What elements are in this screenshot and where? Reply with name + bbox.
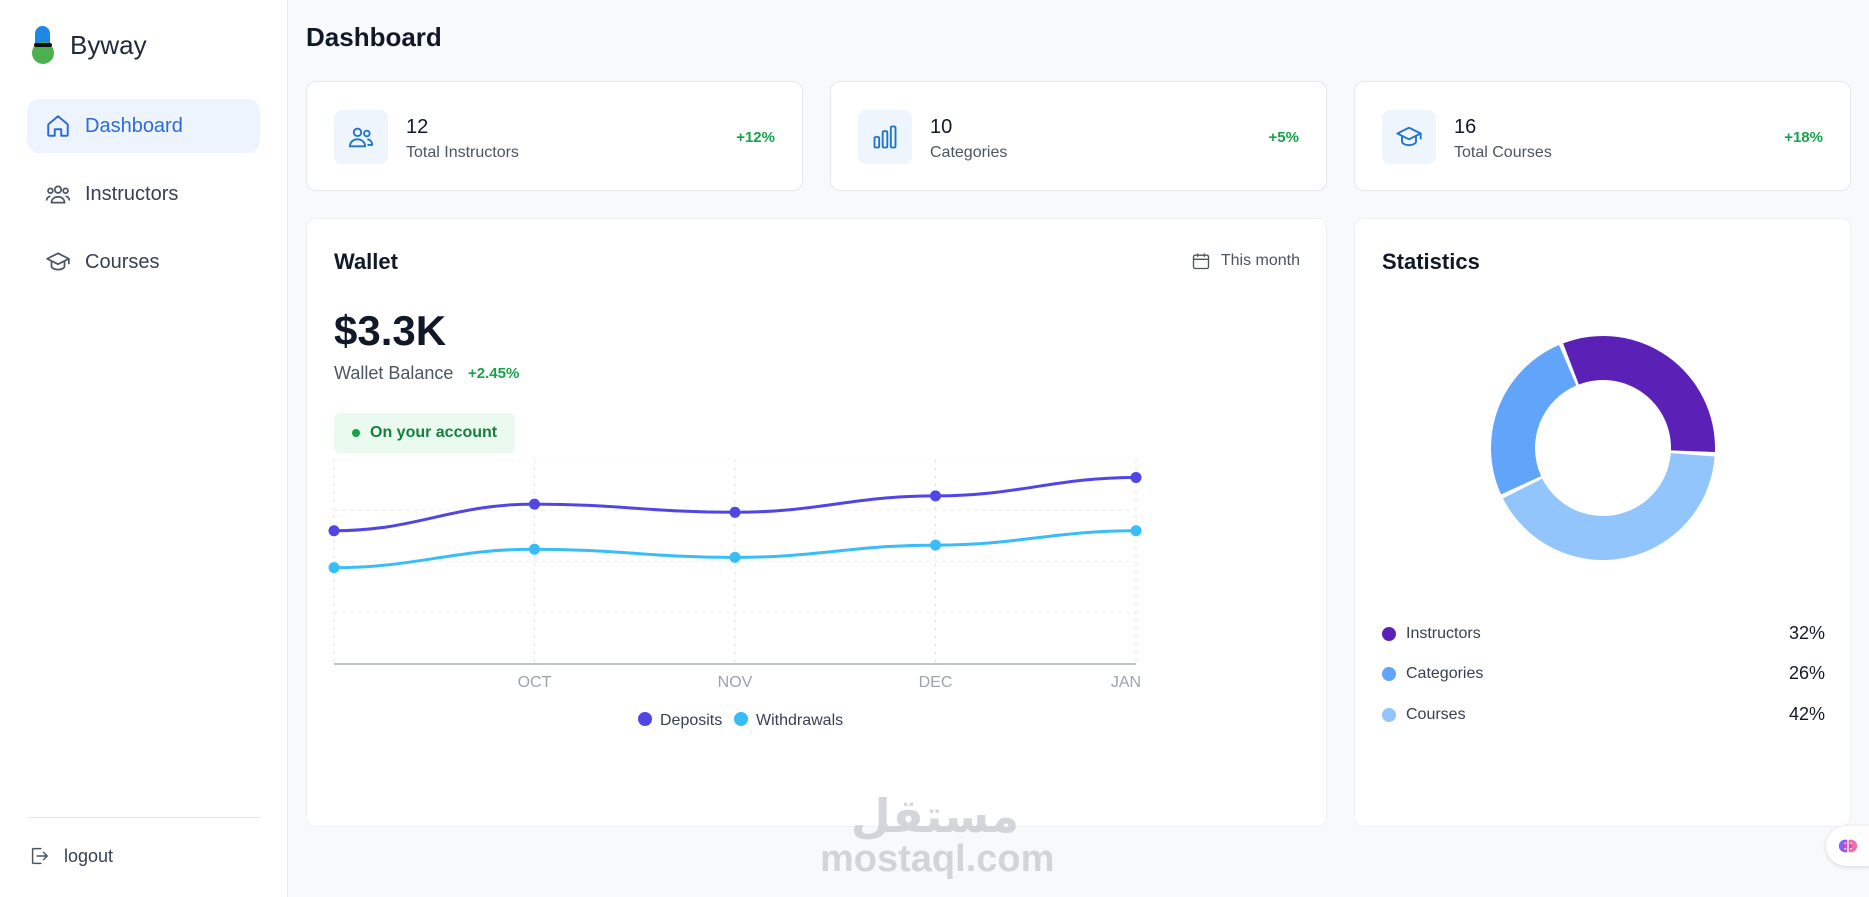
donut-slice-instructors[interactable] bbox=[1563, 336, 1715, 453]
graduation-cap-icon bbox=[46, 252, 70, 271]
data-point-deposits[interactable] bbox=[529, 498, 540, 510]
x-tick-label: OCT bbox=[518, 674, 552, 691]
page-title: Dashboard bbox=[306, 22, 442, 52]
statistics-title: Statistics bbox=[1382, 249, 1480, 274]
legend-percent: 42% bbox=[1788, 704, 1825, 724]
data-point-withdrawals[interactable] bbox=[1130, 525, 1142, 537]
x-tick-label: JAN bbox=[1111, 674, 1141, 691]
legend-swatch bbox=[1382, 626, 1396, 641]
sidebar-item-instructors[interactable]: Instructors bbox=[27, 167, 260, 221]
legend-label: Instructors bbox=[1406, 624, 1481, 642]
stat-change: +12% bbox=[736, 129, 775, 146]
wallet-line-chart: OCT NOV DEC JAN Deposits Withdrawals bbox=[328, 459, 1142, 729]
stat-change: +5% bbox=[1268, 129, 1299, 146]
donut-slice-courses[interactable] bbox=[1502, 453, 1715, 561]
stat-value: 10 bbox=[930, 116, 953, 138]
data-point-deposits[interactable] bbox=[729, 506, 741, 518]
data-point-deposits[interactable] bbox=[1130, 471, 1142, 483]
legend-percent: 32% bbox=[1788, 623, 1825, 643]
legend-item-courses: Courses 42% bbox=[1382, 704, 1825, 725]
legend-swatch bbox=[734, 712, 748, 726]
sidebar-item-courses[interactable]: Courses bbox=[27, 235, 260, 289]
stat-value: 16 bbox=[1454, 116, 1477, 138]
sidebar-nav: Dashboard Instructors Courses bbox=[27, 99, 260, 303]
watermark: مستقل mostaql.com bbox=[820, 789, 1055, 880]
users-icon bbox=[45, 185, 71, 204]
x-tick-label: NOV bbox=[718, 674, 753, 691]
app-name: Byway bbox=[70, 29, 147, 60]
account-badge-label: On your account bbox=[370, 424, 498, 441]
stat-label: Total Courses bbox=[1454, 144, 1552, 161]
bar-chart-icon bbox=[873, 125, 897, 149]
legend-swatch bbox=[1382, 666, 1396, 681]
data-point-deposits[interactable] bbox=[328, 525, 340, 537]
data-point-deposits[interactable] bbox=[930, 490, 941, 502]
statistics-donut-chart bbox=[1491, 336, 1715, 561]
data-point-withdrawals[interactable] bbox=[930, 539, 941, 551]
wallet-balance-label: Wallet Balance bbox=[334, 363, 454, 383]
stat-icon-box bbox=[334, 110, 388, 164]
home-icon bbox=[47, 115, 69, 137]
data-point-withdrawals[interactable] bbox=[328, 562, 340, 574]
watermark-latin: mostaql.com bbox=[820, 838, 1055, 880]
legend-swatch bbox=[1382, 707, 1396, 722]
stat-card-categories[interactable]: 10 Categories +5% bbox=[830, 81, 1327, 191]
stat-card-courses[interactable]: 16 Total Courses +18% bbox=[1354, 81, 1851, 191]
data-point-withdrawals[interactable] bbox=[529, 543, 540, 555]
statistics-card: Statistics Instructors 32% Categories 26… bbox=[1354, 218, 1851, 827]
donut-slice-categories[interactable] bbox=[1491, 345, 1577, 495]
stat-card-instructors[interactable]: 12 Total Instructors +12% bbox=[306, 81, 803, 191]
byway-logo-icon bbox=[32, 26, 56, 64]
stat-value: 12 bbox=[406, 116, 429, 138]
stat-change: +18% bbox=[1784, 129, 1823, 146]
period-label: This month bbox=[1220, 252, 1300, 269]
legend-item-instructors: Instructors 32% bbox=[1382, 623, 1825, 644]
users-icon bbox=[348, 127, 374, 148]
app-logo[interactable]: Byway bbox=[32, 26, 147, 64]
legend-swatch bbox=[638, 712, 652, 726]
stat-label: Categories bbox=[930, 144, 1008, 161]
graduation-cap-icon bbox=[1396, 126, 1422, 147]
sidebar-item-label: Instructors bbox=[85, 182, 179, 205]
assistant-button[interactable] bbox=[1826, 826, 1869, 866]
period-selector[interactable]: This month bbox=[1191, 251, 1300, 271]
account-badge: On your account bbox=[334, 413, 516, 453]
wallet-card: Wallet This month $3.3K Wallet Balance +… bbox=[306, 218, 1327, 827]
wallet-balance: $3.3K bbox=[334, 307, 447, 354]
watermark-arabic: مستقل bbox=[850, 789, 1020, 843]
sidebar-item-label: Dashboard bbox=[85, 114, 183, 137]
sidebar: Byway Dashboard Instructors Courses logo… bbox=[0, 0, 288, 897]
legend-label: Categories bbox=[1406, 664, 1484, 682]
legend-percent: 26% bbox=[1788, 663, 1825, 683]
legend-label: Withdrawals bbox=[756, 712, 843, 729]
logout-icon bbox=[31, 847, 48, 865]
wallet-balance-change: +2.45% bbox=[468, 365, 520, 382]
stat-icon-box bbox=[858, 110, 912, 164]
legend-item-categories: Categories 26% bbox=[1382, 663, 1825, 684]
calendar-icon bbox=[1192, 253, 1210, 270]
brain-icon bbox=[1838, 839, 1858, 853]
data-point-withdrawals[interactable] bbox=[729, 551, 741, 563]
status-dot-icon bbox=[352, 429, 360, 437]
chart-legend-item-deposits[interactable]: Deposits bbox=[638, 712, 722, 729]
sidebar-divider bbox=[27, 817, 260, 818]
wallet-title: Wallet bbox=[334, 249, 398, 274]
stat-label: Total Instructors bbox=[406, 144, 519, 161]
logout-label: logout bbox=[64, 845, 114, 866]
stat-icon-box bbox=[1382, 110, 1436, 164]
sidebar-item-label: Courses bbox=[85, 250, 160, 273]
logout-button[interactable]: logout bbox=[28, 845, 113, 867]
legend-label: Deposits bbox=[660, 712, 722, 729]
x-tick-label: DEC bbox=[919, 674, 953, 691]
sidebar-item-dashboard[interactable]: Dashboard bbox=[27, 99, 260, 153]
chart-legend-item-withdrawals[interactable]: Withdrawals bbox=[734, 712, 843, 729]
legend-label: Courses bbox=[1406, 705, 1466, 723]
